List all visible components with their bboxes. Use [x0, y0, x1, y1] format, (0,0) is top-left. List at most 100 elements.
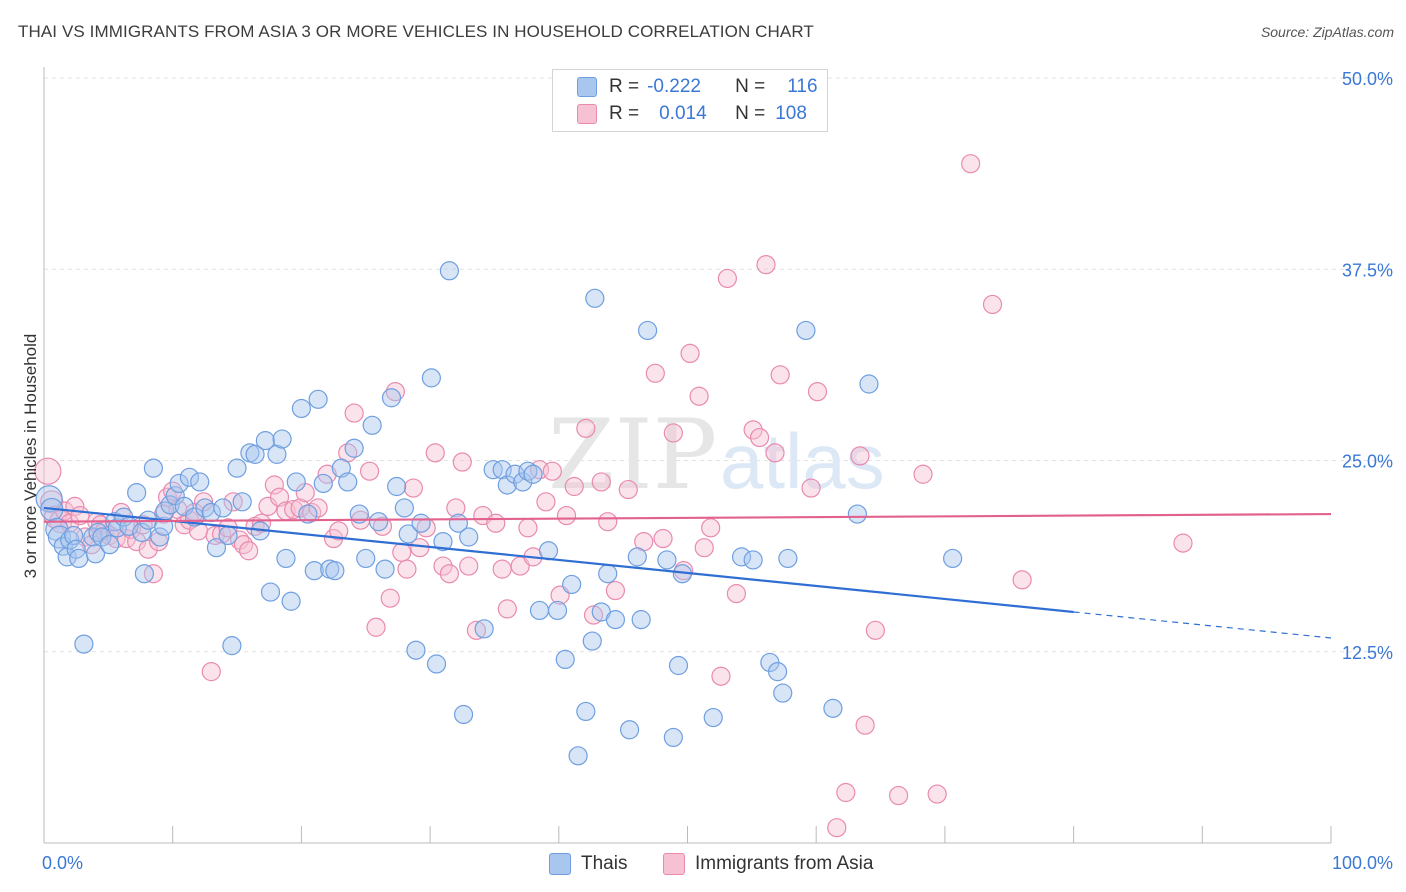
- point-immigrants: [308, 498, 328, 518]
- point-immigrants: [663, 423, 683, 443]
- point-thais: [375, 559, 395, 579]
- point-immigrants: [536, 492, 556, 512]
- point-thais: [657, 550, 677, 570]
- point-thais: [421, 368, 441, 388]
- point-immigrants: [961, 154, 981, 174]
- point-immigrants: [542, 461, 562, 481]
- point-immigrants: [452, 452, 472, 472]
- x-tick-labels: 0.0% 100.0%: [42, 853, 1393, 873]
- point-thais: [847, 504, 867, 524]
- point-immigrants: [694, 538, 714, 558]
- trend-line-thais: [43, 506, 1074, 614]
- legend-n-label: N =: [735, 103, 766, 124]
- point-immigrants: [366, 617, 386, 637]
- point-thais: [631, 610, 651, 630]
- point-immigrants: [329, 521, 349, 541]
- point-immigrants: [251, 513, 272, 533]
- point-immigrants: [913, 464, 933, 484]
- point-immigrants: [653, 528, 673, 549]
- point-thais: [796, 320, 816, 341]
- point-immigrants: [193, 492, 214, 512]
- point-thais: [267, 444, 287, 464]
- point-thais: [308, 389, 328, 409]
- point-thais: [453, 704, 474, 725]
- source-label: Source: ZipAtlas.com: [1260, 24, 1394, 40]
- point-thais: [381, 388, 402, 408]
- point-thais: [286, 472, 306, 492]
- y-tick-labels: 12.5% 25.0% 37.5% 50.0%: [1342, 69, 1393, 663]
- point-thais: [281, 591, 301, 611]
- point-thais: [585, 288, 605, 308]
- point-thais: [206, 538, 227, 558]
- point-thais: [778, 548, 798, 569]
- data-points: [34, 154, 1193, 838]
- point-thais: [529, 600, 550, 621]
- point-thais: [638, 320, 658, 341]
- y-tick-label: 50.0%: [1342, 69, 1393, 89]
- legend-row-immigrants: R = 0.014 N = 108: [577, 102, 807, 126]
- point-thais: [74, 634, 94, 654]
- point-thais: [411, 513, 431, 533]
- point-thais: [160, 495, 180, 515]
- stats-legend: R = -0.222 N = 116 R = 0.014 N = 108: [552, 69, 828, 132]
- legend-n-label: N =: [735, 76, 766, 97]
- point-immigrants: [439, 564, 460, 584]
- point-thais: [398, 524, 418, 544]
- point-thais: [362, 415, 382, 435]
- point-thais: [92, 527, 112, 547]
- point-immigrants: [618, 479, 638, 500]
- x-tick-label: 100.0%: [1332, 853, 1393, 873]
- point-thais: [69, 548, 89, 569]
- point-thais: [426, 654, 447, 674]
- point-immigrants: [466, 620, 487, 640]
- point-immigrants: [233, 535, 254, 555]
- bottom-legend-swatch-immigrants: [663, 853, 685, 875]
- point-thais: [127, 483, 147, 503]
- point-immigrants: [801, 478, 821, 498]
- point-thais: [260, 582, 281, 602]
- point-immigrants: [765, 443, 785, 463]
- point-thais: [304, 561, 324, 581]
- point-immigrants: [397, 559, 417, 579]
- point-thais: [369, 512, 389, 532]
- point-thais: [562, 574, 582, 595]
- point-immigrants: [855, 715, 875, 735]
- point-thais: [222, 636, 242, 656]
- legend-r-value: -0.222: [647, 76, 701, 97]
- point-thais: [518, 461, 538, 481]
- point-immigrants: [749, 427, 770, 448]
- point-thais: [523, 464, 543, 484]
- point-thais: [325, 561, 345, 581]
- point-immigrants: [645, 363, 665, 383]
- point-immigrants: [446, 498, 466, 518]
- point-immigrants: [239, 541, 259, 561]
- point-immigrants: [726, 584, 747, 604]
- point-thais: [605, 610, 626, 630]
- point-immigrants: [1012, 570, 1032, 590]
- point-thais: [743, 550, 763, 570]
- point-immigrants: [492, 559, 512, 579]
- point-thais: [356, 548, 376, 569]
- point-immigrants: [518, 518, 538, 538]
- point-immigrants: [380, 588, 400, 608]
- trend-line-immigrants: [43, 512, 1332, 523]
- point-thais: [547, 600, 568, 621]
- point-thais: [218, 525, 238, 546]
- point-thais: [459, 527, 479, 547]
- point-thais: [555, 649, 575, 670]
- point-immigrants: [1173, 533, 1193, 553]
- bottom-legend-swatch-thais: [549, 853, 571, 875]
- point-immigrants: [583, 605, 604, 625]
- point-immigrants: [403, 478, 423, 498]
- point-thais: [731, 547, 752, 567]
- point-immigrants: [486, 513, 506, 533]
- point-immigrants: [927, 784, 947, 804]
- watermark: ZIP atlas: [548, 399, 885, 511]
- point-immigrants: [982, 294, 1003, 315]
- point-thais: [619, 720, 640, 740]
- point-immigrants: [717, 268, 737, 289]
- point-immigrants: [344, 403, 364, 423]
- point-immigrants: [459, 556, 479, 576]
- point-thais: [773, 683, 793, 703]
